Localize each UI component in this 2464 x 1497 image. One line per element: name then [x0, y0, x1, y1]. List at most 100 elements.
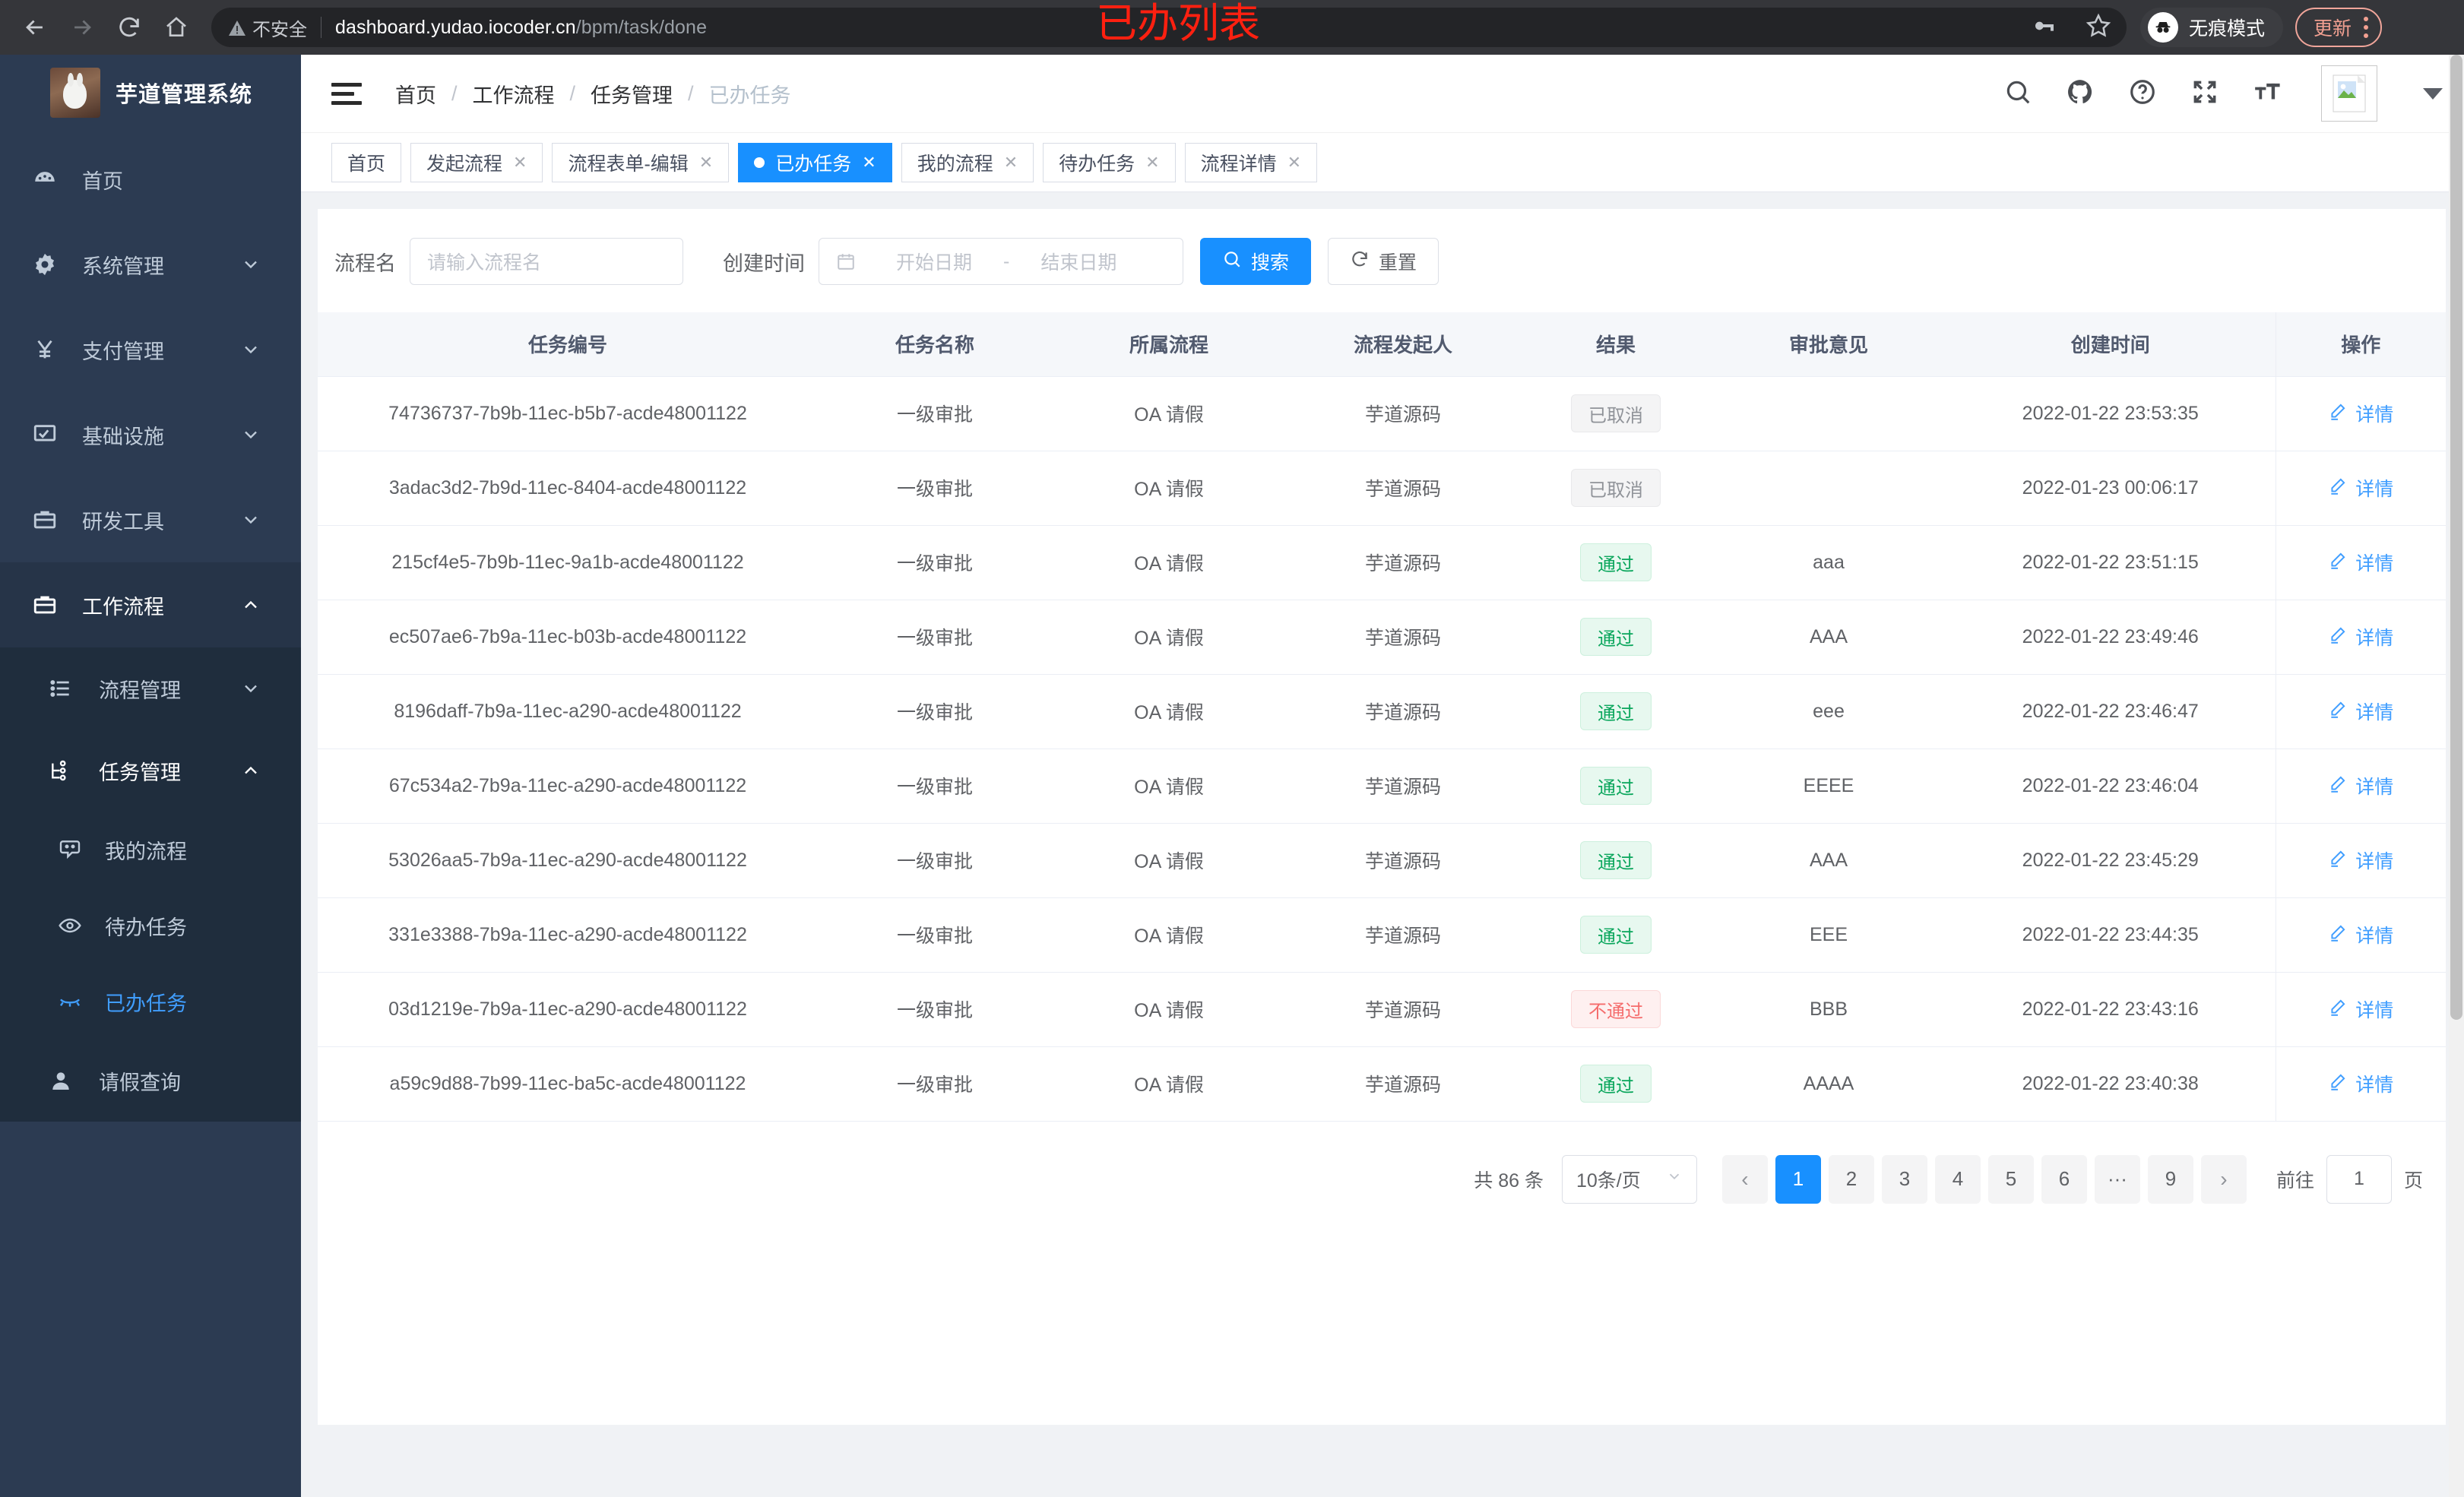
sidebar-item-devtools[interactable]: 研发工具 — [0, 477, 301, 562]
sidebar-item-todo-task[interactable]: 待办任务 — [0, 888, 301, 964]
breadcrumb: 首页 / 工作流程 / 任务管理 / 已办任务 — [394, 79, 793, 109]
detail-link[interactable]: 详情 — [2328, 623, 2393, 650]
refresh-icon — [1350, 249, 1370, 274]
kebab-menu-icon[interactable] — [2364, 17, 2369, 38]
close-icon[interactable]: ✕ — [1003, 152, 1018, 172]
detail-link[interactable]: 详情 — [2328, 772, 2393, 799]
page-jump-input[interactable]: 1 — [2326, 1154, 2392, 1204]
search-icon[interactable] — [2003, 78, 2032, 110]
forward-arrow-icon[interactable] — [61, 6, 103, 49]
avatar[interactable] — [2321, 65, 2377, 122]
detail-link[interactable]: 详情 — [2328, 921, 2393, 948]
security-warning[interactable]: 不安全 — [228, 14, 307, 41]
sidebar-item-infrastructure[interactable]: 基础设施 — [0, 392, 301, 477]
chevron-down-icon — [240, 254, 261, 275]
back-arrow-icon[interactable] — [14, 6, 56, 49]
key-icon[interactable] — [2032, 14, 2057, 42]
sidebar-item-done-task[interactable]: 已办任务 — [0, 964, 301, 1040]
star-icon[interactable] — [2086, 13, 2111, 43]
cell-opinion: EEEE — [1712, 748, 1946, 824]
cell-initiator: 芋道源码 — [1286, 674, 1520, 749]
update-button[interactable]: 更新 — [2295, 8, 2383, 47]
search-button[interactable]: 搜索 — [1200, 238, 1312, 285]
end-date-placeholder: 结束日期 — [1040, 252, 1117, 274]
detail-link[interactable]: 详情 — [2328, 1070, 2393, 1097]
search-icon — [1222, 249, 1242, 274]
warning-triangle-icon — [228, 20, 245, 36]
sidebar-item-my-process[interactable]: 我的流程 — [0, 812, 301, 888]
page-ellipsis[interactable]: ··· — [2094, 1154, 2140, 1204]
sidebar-item-home[interactable]: 首页 — [0, 137, 301, 222]
help-circle-icon[interactable] — [2128, 78, 2157, 110]
tab-process-form-edit[interactable]: 流程表单-编辑 ✕ — [552, 142, 730, 182]
next-page-button[interactable]: › — [2200, 1154, 2247, 1204]
page-button-1[interactable]: 1 — [1775, 1154, 1821, 1204]
breadcrumb-item-home[interactable]: 首页 — [395, 84, 436, 107]
close-icon[interactable]: ✕ — [1287, 152, 1302, 172]
eye-closed-icon — [58, 989, 91, 1014]
cell-operation: 详情 — [2275, 823, 2446, 898]
address-bar[interactable]: 不安全 dashboard.yudao.iocoder.cn/bpm/task/… — [211, 8, 2127, 47]
prev-page-button[interactable]: ‹ — [1721, 1154, 1768, 1204]
cell-process: OA 请假 — [1052, 823, 1286, 898]
page-button-5[interactable]: 5 — [1987, 1154, 2034, 1204]
page-button-9[interactable]: 9 — [2147, 1154, 2193, 1204]
close-icon[interactable]: ✕ — [698, 152, 714, 172]
page-button-2[interactable]: 2 — [1828, 1154, 1874, 1204]
sidebar-item-process-mgmt[interactable]: 流程管理 — [0, 647, 301, 730]
cell-created: 2022-01-22 23:46:04 — [1946, 748, 2276, 824]
date-range-picker[interactable]: 开始日期 - 结束日期 — [819, 238, 1183, 285]
task-list-card: 流程名 请输入流程名 创建时间 开始日期 - 结束日期 — [318, 209, 2446, 1425]
tab-process-detail[interactable]: 流程详情 ✕ — [1184, 142, 1318, 182]
reload-icon[interactable] — [108, 6, 150, 49]
sidebar-item-label: 工作流程 — [82, 595, 164, 619]
sidebar-item-task-mgmt[interactable]: 任务管理 — [0, 730, 301, 812]
table-row: 3adac3d2-7b9d-11ec-8404-acde48001122 一级审批… — [318, 451, 2446, 526]
chevron-down-icon[interactable] — [2423, 87, 2443, 100]
tab-home[interactable]: 首页 — [331, 142, 402, 182]
tab-start-process[interactable]: 发起流程 ✕ — [410, 142, 543, 182]
github-icon[interactable] — [2066, 78, 2095, 110]
detail-link[interactable]: 详情 — [2328, 995, 2393, 1023]
sidebar-item-system[interactable]: 系统管理 — [0, 222, 301, 307]
sidebar-item-payment[interactable]: 支付管理 — [0, 307, 301, 392]
sidebar-item-leave-query[interactable]: 请假查询 — [0, 1040, 301, 1122]
breadcrumb-item-workflow[interactable]: 工作流程 — [472, 84, 555, 107]
page-scrollbar[interactable] — [2449, 55, 2464, 1497]
cell-result: 通过 — [1520, 674, 1712, 749]
chevron-up-icon — [240, 760, 261, 781]
sidebar-item-workflow[interactable]: 工作流程 — [0, 562, 301, 647]
hamburger-icon[interactable] — [331, 76, 366, 111]
close-icon[interactable]: ✕ — [513, 152, 527, 172]
home-icon[interactable] — [155, 6, 198, 49]
tab-todo-task[interactable]: 待办任务 ✕ — [1043, 142, 1176, 182]
fullscreen-icon[interactable] — [2190, 78, 2219, 110]
cell-result: 通过 — [1520, 1046, 1712, 1122]
scrollbar-thumb[interactable] — [2450, 55, 2462, 1020]
tab-label: 已办任务 — [775, 153, 852, 175]
page-button-4[interactable]: 4 — [1934, 1154, 1981, 1204]
dashboard-icon — [32, 166, 71, 192]
tab-done-task[interactable]: 已办任务 ✕ — [738, 142, 892, 182]
sidebar-item-label: 系统管理 — [82, 255, 164, 278]
detail-link[interactable]: 详情 — [2328, 549, 2393, 576]
detail-link[interactable]: 详情 — [2328, 847, 2393, 874]
close-icon[interactable]: ✕ — [862, 152, 876, 172]
eye-icon — [58, 913, 91, 938]
search-input[interactable]: 请输入流程名 — [410, 238, 683, 285]
page-button-3[interactable]: 3 — [1881, 1154, 1927, 1204]
brand-header[interactable]: 芋道管理系统 — [0, 55, 301, 131]
breadcrumb-item-task-mgmt[interactable]: 任务管理 — [591, 84, 673, 107]
detail-link[interactable]: 详情 — [2328, 698, 2393, 725]
incognito-indicator[interactable]: 无痕模式 — [2140, 8, 2284, 47]
detail-link[interactable]: 详情 — [2328, 474, 2393, 502]
tab-my-process[interactable]: 我的流程 ✕ — [901, 142, 1034, 182]
table-header-row: 任务编号 任务名称 所属流程 流程发起人 结果 审批意见 创建时间 操作 — [318, 312, 2446, 377]
font-size-icon[interactable] — [2253, 78, 2282, 110]
reset-button[interactable]: 重置 — [1328, 238, 1439, 285]
page-button-6[interactable]: 6 — [2041, 1154, 2087, 1204]
detail-link[interactable]: 详情 — [2328, 400, 2393, 427]
close-icon[interactable]: ✕ — [1145, 152, 1160, 172]
page-size-select[interactable]: 10条/页 — [1561, 1154, 1697, 1204]
brand-name: 芋道管理系统 — [116, 83, 253, 107]
